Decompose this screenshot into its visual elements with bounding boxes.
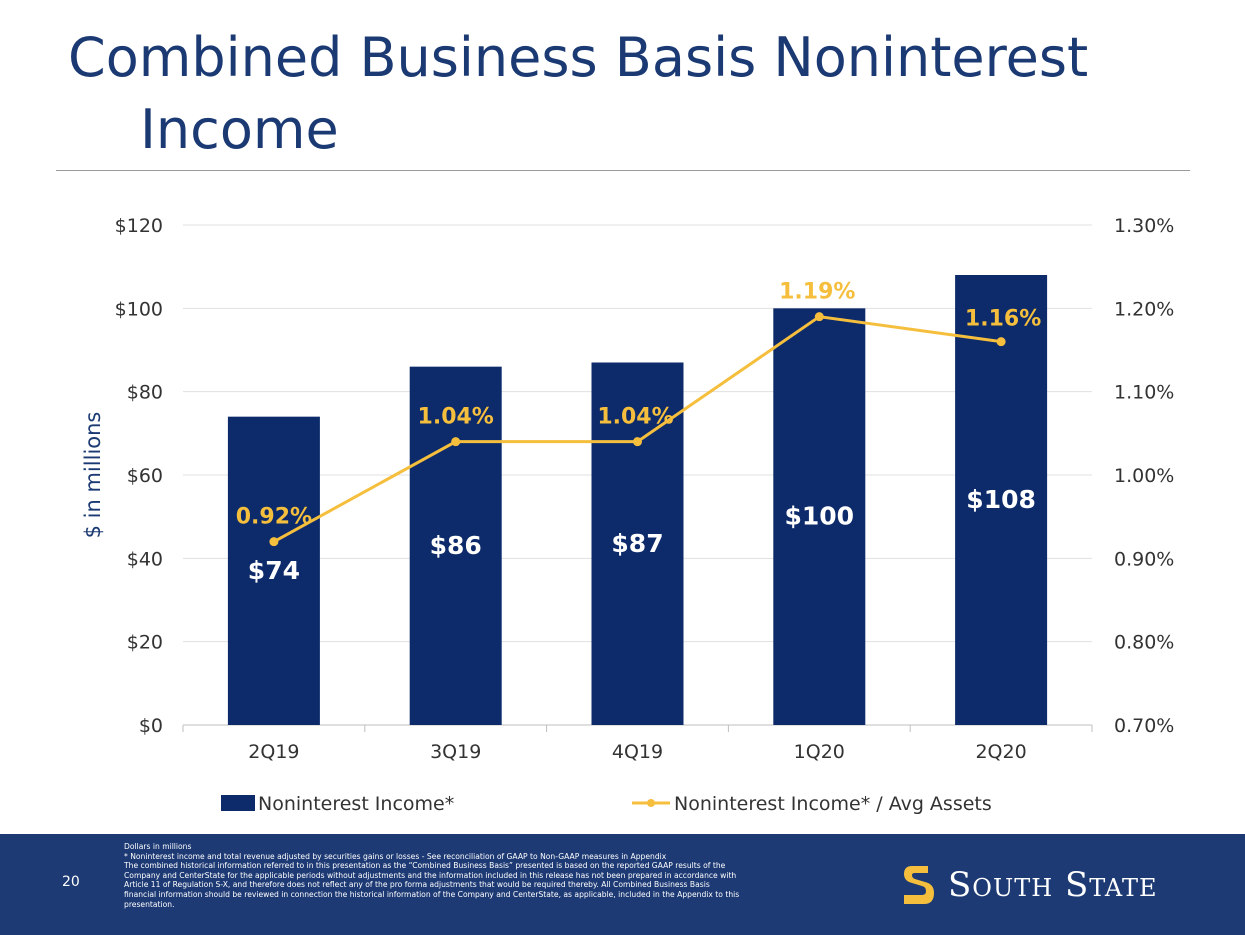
y-tick-label: $120	[115, 215, 163, 237]
footnote-line: Company and CenterState for the applicab…	[124, 870, 737, 880]
ratio-point	[814, 312, 824, 322]
ratio-point	[996, 337, 1006, 347]
y-tick-label: $20	[127, 632, 163, 654]
footnote-line: presentation.	[124, 899, 175, 909]
title-divider	[56, 170, 1190, 171]
y-tick-label: $100	[115, 298, 163, 320]
y2-tick-label: 1.10%	[1114, 382, 1174, 404]
title-line-1: Combined Business Basis Noninterest	[68, 26, 1089, 89]
legend-bar-swatch	[221, 795, 255, 811]
ratio-point	[633, 437, 642, 447]
bar	[955, 275, 1048, 725]
x-tick-label: 2Q19	[248, 741, 299, 763]
bar	[773, 308, 866, 725]
south-state-s-icon	[904, 866, 934, 904]
footnote-line: Article 11 of Regulation S-X, and theref…	[124, 880, 710, 890]
bar	[227, 416, 320, 725]
page-title: Combined Business Basis Noninterest Inco…	[68, 22, 1168, 166]
y2-tick-label: 1.30%	[1114, 215, 1174, 237]
legend-line-label: Noninterest Income* / Avg Assets	[674, 793, 992, 815]
title-line-2: Income	[140, 98, 339, 161]
footnote-line: The combined historical information refe…	[124, 861, 726, 871]
footnotes: Dollars in millions * Noninterest income…	[124, 842, 894, 909]
bar-value-label: $87	[611, 529, 663, 558]
y2-tick-label: 0.70%	[1114, 715, 1174, 737]
bar-value-label: $108	[966, 485, 1036, 514]
x-tick-label: 2Q20	[975, 741, 1026, 763]
footnote-line: financial information should be reviewed…	[124, 889, 740, 899]
x-tick-label: 1Q20	[794, 741, 845, 763]
ratio-value-label: 1.04%	[597, 405, 673, 430]
footnote-line: * Noninterest income and total revenue a…	[124, 851, 667, 861]
y2-tick-label: 1.20%	[1114, 298, 1174, 320]
legend-bar-label: Noninterest Income*	[258, 793, 454, 815]
footnote-line: Dollars in millions	[124, 842, 192, 851]
company-logo: South State	[898, 862, 1157, 908]
y-tick-label: $0	[139, 715, 163, 737]
legend-line-marker	[647, 799, 655, 807]
ratio-value-label: 1.16%	[965, 307, 1041, 332]
ratio-point	[269, 537, 279, 547]
page-number: 20	[62, 874, 80, 890]
ratio-value-label: 0.92%	[236, 505, 312, 530]
logo-text: South State	[948, 865, 1158, 905]
y-axis-title: $ in millions	[81, 412, 105, 539]
y-tick-label: $40	[127, 548, 163, 570]
y2-tick-label: 0.80%	[1114, 632, 1174, 654]
ratio-point	[451, 437, 461, 447]
ratio-value-label: 1.19%	[779, 280, 855, 305]
x-tick-label: 4Q19	[612, 741, 663, 763]
bar-value-label: $100	[785, 502, 855, 531]
x-tick-label: 3Q19	[430, 741, 481, 763]
y-tick-label: $60	[127, 465, 163, 487]
bar-value-label: $86	[430, 531, 482, 560]
y2-tick-label: 0.90%	[1114, 548, 1174, 570]
bar	[409, 366, 502, 725]
bar-value-label: $74	[248, 556, 300, 585]
ratio-value-label: 1.04%	[418, 405, 494, 430]
y-tick-label: $80	[127, 382, 163, 404]
footer-bar: 20 Dollars in millions * Noninterest inc…	[0, 834, 1245, 935]
combo-chart: $0 $20 $40 $60 $80 $100 $120 0.70% 0.80% 0.90% 1.0…	[81, 215, 1174, 815]
bar	[591, 362, 684, 725]
y2-tick-label: 1.00%	[1114, 465, 1174, 487]
